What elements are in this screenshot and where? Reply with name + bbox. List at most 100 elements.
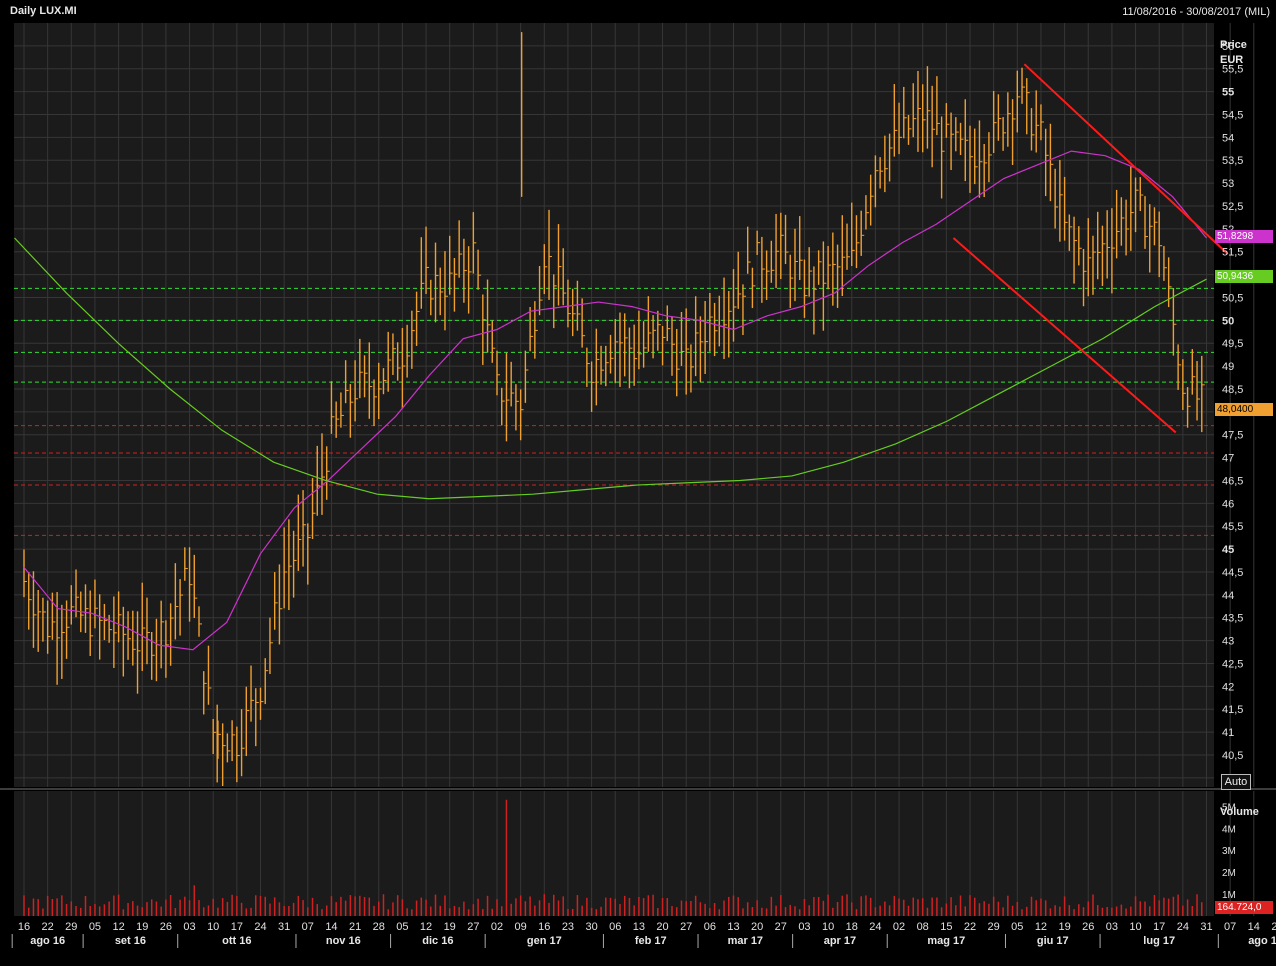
- day-tick-label: 16: [18, 921, 30, 933]
- time-axis: 16 22 29 05 12 19 26 03 10 17 24 31 07 14 21 28 05 12 19 27…: [0, 916, 1276, 966]
- trendlines: [952, 63, 1229, 434]
- day-tick-label: 05: [89, 921, 101, 933]
- ma-short-line: [23, 150, 1207, 651]
- volume-tick-label: 5M: [1222, 802, 1236, 813]
- price-tick-label: 53,5: [1222, 155, 1243, 167]
- trendline: [952, 237, 1177, 434]
- day-tick-label: 10: [207, 921, 219, 933]
- price-tick-label: 42,5: [1222, 658, 1243, 670]
- day-tick-label: 03: [183, 921, 195, 933]
- volume-tick-label: 4M: [1222, 824, 1236, 835]
- price-tick-label: 53: [1222, 178, 1234, 190]
- day-tick-label: 27: [680, 921, 692, 933]
- price-tick-label: 40,5: [1222, 750, 1243, 762]
- day-tick-label: 17: [231, 921, 243, 933]
- price-tick-label: 47,5: [1222, 430, 1243, 442]
- price-tick-label: 49,5: [1222, 338, 1243, 350]
- month-label: dic 16: [422, 935, 453, 947]
- day-tick-label: 28: [373, 921, 385, 933]
- price-tick-label: 54,5: [1222, 109, 1243, 121]
- price-tick-label: 52,5: [1222, 201, 1243, 213]
- price-tick-label: 46,5: [1222, 475, 1243, 487]
- price-axis-label: Price: [1220, 39, 1247, 51]
- day-tick-label: 26: [160, 921, 172, 933]
- day-tick-label: 14: [1248, 921, 1260, 933]
- day-tick-label: 13: [633, 921, 645, 933]
- price-tick-label: 54: [1222, 132, 1234, 144]
- day-tick-label: 05: [396, 921, 408, 933]
- price-tick-label: 48,5: [1222, 384, 1243, 396]
- trendline: [1023, 63, 1229, 255]
- month-label: nov 16: [326, 935, 361, 947]
- day-tick-label: 08: [917, 921, 929, 933]
- price-tick-label: 47: [1222, 453, 1234, 465]
- price-tick-label: 44: [1222, 590, 1234, 602]
- day-tick-label: 19: [136, 921, 148, 933]
- price-tick-label: 50: [1222, 315, 1234, 327]
- day-tick-label: 20: [656, 921, 668, 933]
- price-tick-label: 43: [1222, 636, 1234, 648]
- ma-short-value-badge: 51,8298: [1215, 229, 1273, 243]
- month-label: lug 17: [1143, 935, 1175, 947]
- day-tick-label: 09: [515, 921, 527, 933]
- price-bars: [23, 32, 1205, 787]
- day-tick-label: 02: [491, 921, 503, 933]
- volume-tick-label: 2M: [1222, 868, 1236, 879]
- day-tick-label: 24: [869, 921, 881, 933]
- day-tick-label: 12: [420, 921, 432, 933]
- day-tick-label: 03: [1106, 921, 1118, 933]
- last-price-badge: 48,0400: [1215, 403, 1273, 417]
- price-plot-area: [14, 23, 1214, 787]
- day-tick-label: 27: [467, 921, 479, 933]
- volume-axis-label: Volume: [1220, 806, 1259, 818]
- month-label: mar 17: [728, 935, 763, 947]
- ma-long-value-badge: 50,9436: [1215, 270, 1273, 284]
- price-axis-unit: EUR: [1220, 54, 1244, 66]
- day-tick-label: 24: [1177, 921, 1189, 933]
- day-tick-label: 02: [893, 921, 905, 933]
- month-label: gen 17: [527, 935, 562, 947]
- price-tick-label: 45,5: [1222, 521, 1243, 533]
- day-tick-label: 06: [704, 921, 716, 933]
- month-label: ago 16: [30, 935, 65, 947]
- day-tick-label: 16: [538, 921, 550, 933]
- day-tick-label: 21: [349, 921, 361, 933]
- day-tick-label: 12: [112, 921, 124, 933]
- day-tick-label: 22: [964, 921, 976, 933]
- price-tick-label: 41: [1222, 727, 1234, 739]
- day-tick-label: 07: [1224, 921, 1236, 933]
- day-tick-label: 18: [846, 921, 858, 933]
- date-range: 11/08/2016 - 30/08/2017 (MIL): [1122, 6, 1270, 18]
- support-lines: [14, 287, 1214, 536]
- day-tick-label: 10: [822, 921, 834, 933]
- month-label: feb 17: [635, 935, 667, 947]
- day-tick-label: 15: [940, 921, 952, 933]
- month-label: ago 17: [1248, 935, 1276, 947]
- volume-axis: 5M 4M 3M 2M 1M: [1222, 802, 1236, 901]
- day-tick-label: 03: [798, 921, 810, 933]
- day-tick-label: 21: [1271, 921, 1276, 933]
- day-tick-label: 12: [1035, 921, 1047, 933]
- volume-tick-label: 3M: [1222, 846, 1236, 857]
- day-tick-label: 31: [278, 921, 290, 933]
- day-tick-label: 13: [727, 921, 739, 933]
- price-tick-label: 41,5: [1222, 704, 1243, 716]
- time-axis-bg: [0, 916, 1276, 966]
- price-tick-label: 49: [1222, 361, 1234, 373]
- price-tick-label: 51,5: [1222, 247, 1243, 259]
- ma-long-line: [14, 237, 1207, 500]
- price-tick-label: 55,5: [1222, 64, 1243, 76]
- day-tick-label: 22: [42, 921, 54, 933]
- day-tick-label: 14: [325, 921, 337, 933]
- price-tick-label: 46: [1222, 498, 1234, 510]
- price-tick-label: 44,5: [1222, 567, 1243, 579]
- day-tick-label: 06: [609, 921, 621, 933]
- price-tick-label: 56: [1222, 41, 1234, 53]
- auto-scale-button[interactable]: Auto: [1221, 774, 1251, 790]
- day-tick-label: 23: [562, 921, 574, 933]
- day-tick-label: 30: [585, 921, 597, 933]
- month-label: ott 16: [222, 935, 251, 947]
- volume-plot-area: [14, 791, 1214, 916]
- day-tick-label: 29: [988, 921, 1000, 933]
